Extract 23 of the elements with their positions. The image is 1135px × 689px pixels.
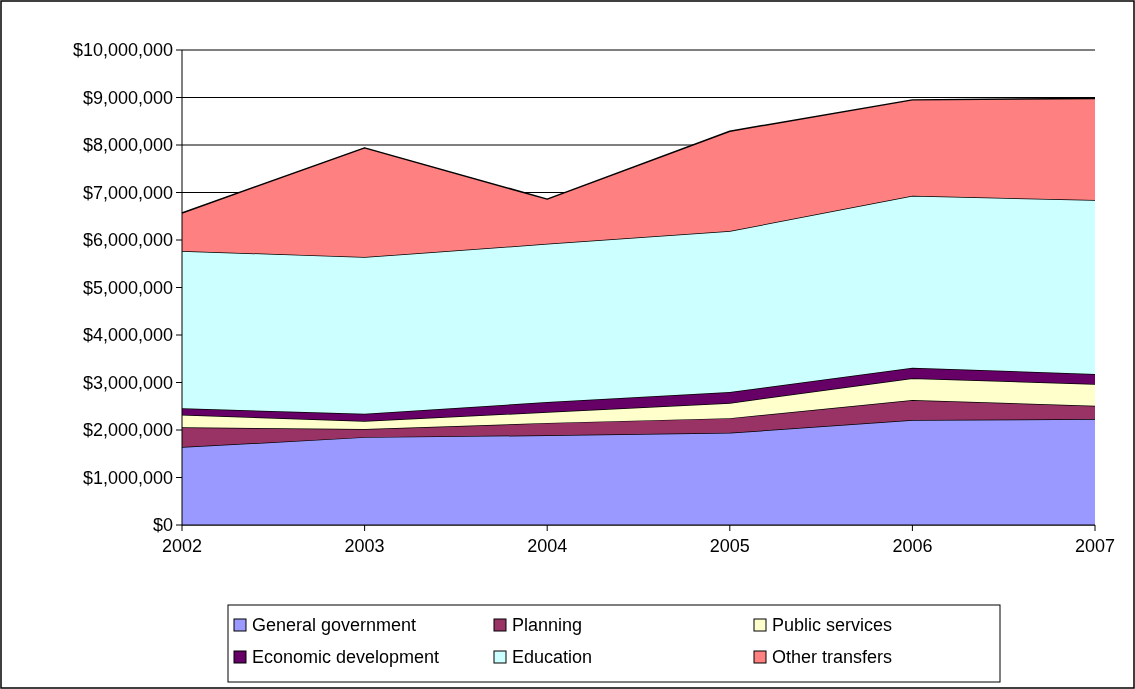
y-tick-label: $1,000,000 — [82, 467, 173, 488]
y-tick-label: $5,000,000 — [82, 277, 173, 298]
x-tick-label: 2003 — [344, 536, 385, 556]
y-tick-label: $4,000,000 — [82, 325, 173, 346]
y-tick-label: $2,000,000 — [82, 420, 173, 441]
x-tick-label: 2004 — [527, 536, 568, 556]
legend-label: Education — [512, 647, 593, 668]
x-tick-label: 2005 — [709, 536, 750, 556]
y-tick-label: $9,000,000 — [82, 87, 173, 108]
y-tick-label: $8,000,000 — [82, 135, 173, 156]
legend-label: General government — [252, 615, 417, 636]
y-tick-label: $7,000,000 — [82, 182, 173, 203]
y-tick-label: $3,000,000 — [82, 372, 173, 393]
legend-label: Public services — [772, 615, 893, 636]
x-tick-label: 2006 — [892, 536, 933, 556]
x-tick-label: 2007 — [1074, 536, 1116, 556]
y-tick-label: $6,000,000 — [82, 230, 173, 251]
legend-label: Other transfers — [772, 647, 893, 668]
y-tick-label: $10,000,000 — [72, 40, 173, 61]
legend-label: Economic development — [252, 647, 440, 668]
legend-label: Planning — [512, 615, 583, 636]
y-tick-label: $0 — [152, 515, 173, 536]
x-tick-label: 2002 — [161, 536, 203, 556]
